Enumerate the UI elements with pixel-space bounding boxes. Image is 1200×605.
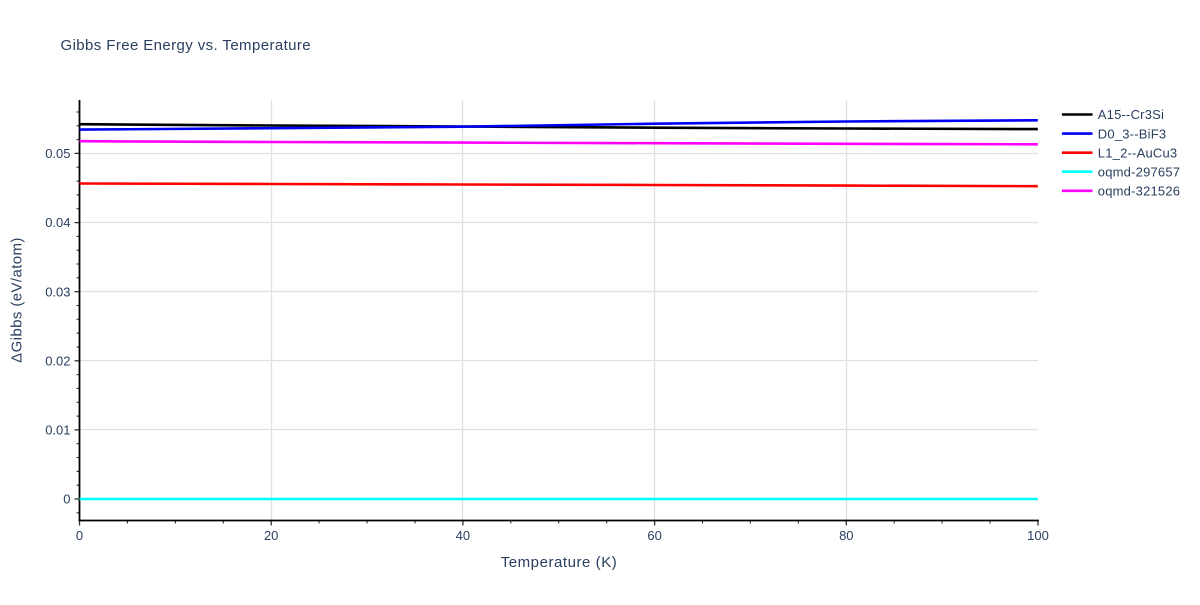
svg-text:ΔGibbs (eV/atom): ΔGibbs (eV/atom) bbox=[9, 237, 26, 363]
svg-text:0: 0 bbox=[63, 492, 70, 507]
svg-text:oqmd-321526: oqmd-321526 bbox=[1098, 184, 1180, 199]
svg-text:D0_3--BiF3: D0_3--BiF3 bbox=[1098, 126, 1166, 141]
svg-text:oqmd-297657: oqmd-297657 bbox=[1098, 164, 1180, 179]
svg-text:Gibbs Free Energy vs. Temperat: Gibbs Free Energy vs. Temperature bbox=[61, 37, 312, 54]
svg-text:60: 60 bbox=[647, 528, 661, 543]
svg-text:L1_2--AuCu3: L1_2--AuCu3 bbox=[1098, 145, 1178, 160]
svg-text:A15--Cr3Si: A15--Cr3Si bbox=[1098, 107, 1164, 122]
svg-text:0.02: 0.02 bbox=[45, 353, 70, 368]
svg-text:Temperature (K): Temperature (K) bbox=[501, 554, 618, 571]
svg-text:0: 0 bbox=[76, 528, 83, 543]
svg-text:0.04: 0.04 bbox=[45, 215, 70, 230]
svg-text:0.05: 0.05 bbox=[45, 146, 70, 161]
svg-text:0.01: 0.01 bbox=[45, 423, 70, 438]
svg-text:20: 20 bbox=[264, 528, 278, 543]
svg-text:0.03: 0.03 bbox=[45, 284, 70, 299]
svg-text:80: 80 bbox=[839, 528, 853, 543]
svg-text:100: 100 bbox=[1027, 528, 1049, 543]
svg-text:40: 40 bbox=[456, 528, 470, 543]
